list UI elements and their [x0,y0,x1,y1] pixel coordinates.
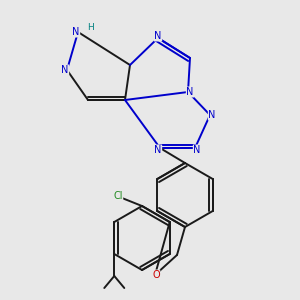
Text: N: N [186,87,194,97]
Text: N: N [154,145,162,155]
Text: O: O [152,270,160,280]
Text: Cl: Cl [113,191,123,201]
Text: N: N [61,65,69,75]
Text: N: N [154,31,162,41]
Text: H: H [88,22,94,32]
Text: N: N [72,27,80,37]
Text: N: N [208,110,216,120]
Text: N: N [193,145,201,155]
